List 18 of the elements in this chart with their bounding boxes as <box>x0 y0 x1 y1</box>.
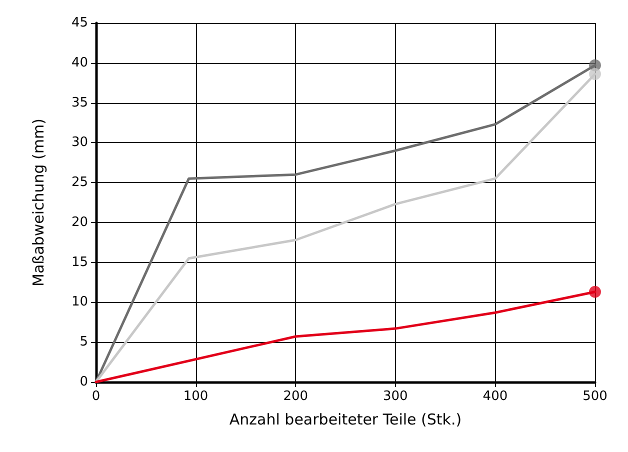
x-tick-label: 300 <box>382 389 408 404</box>
y-tick-label: 45 <box>71 16 88 30</box>
x-tick-label: 400 <box>482 389 508 404</box>
x-tick-label: 200 <box>283 389 308 404</box>
y-tick-label: 40 <box>71 55 88 70</box>
y-tick-label: 35 <box>71 95 88 110</box>
y-tick-label: 0 <box>80 374 88 390</box>
y-tick-label: 20 <box>71 214 88 230</box>
x-tick-label: 100 <box>183 389 208 404</box>
y-tick-label: 5 <box>80 334 88 350</box>
y-tick-label: 10 <box>71 294 88 310</box>
x-axis-title: Anzahl bearbeiteter Teile (Stk.) <box>229 410 462 428</box>
y-tick-label: 15 <box>71 254 88 270</box>
x-tick-label: 0 <box>92 389 100 404</box>
y-tick-label: 25 <box>71 175 88 190</box>
y-tick-label: 30 <box>71 135 88 150</box>
y-axis-title: Maßabweichung (mm) <box>30 118 48 286</box>
x-tick-label: 500 <box>582 389 608 404</box>
